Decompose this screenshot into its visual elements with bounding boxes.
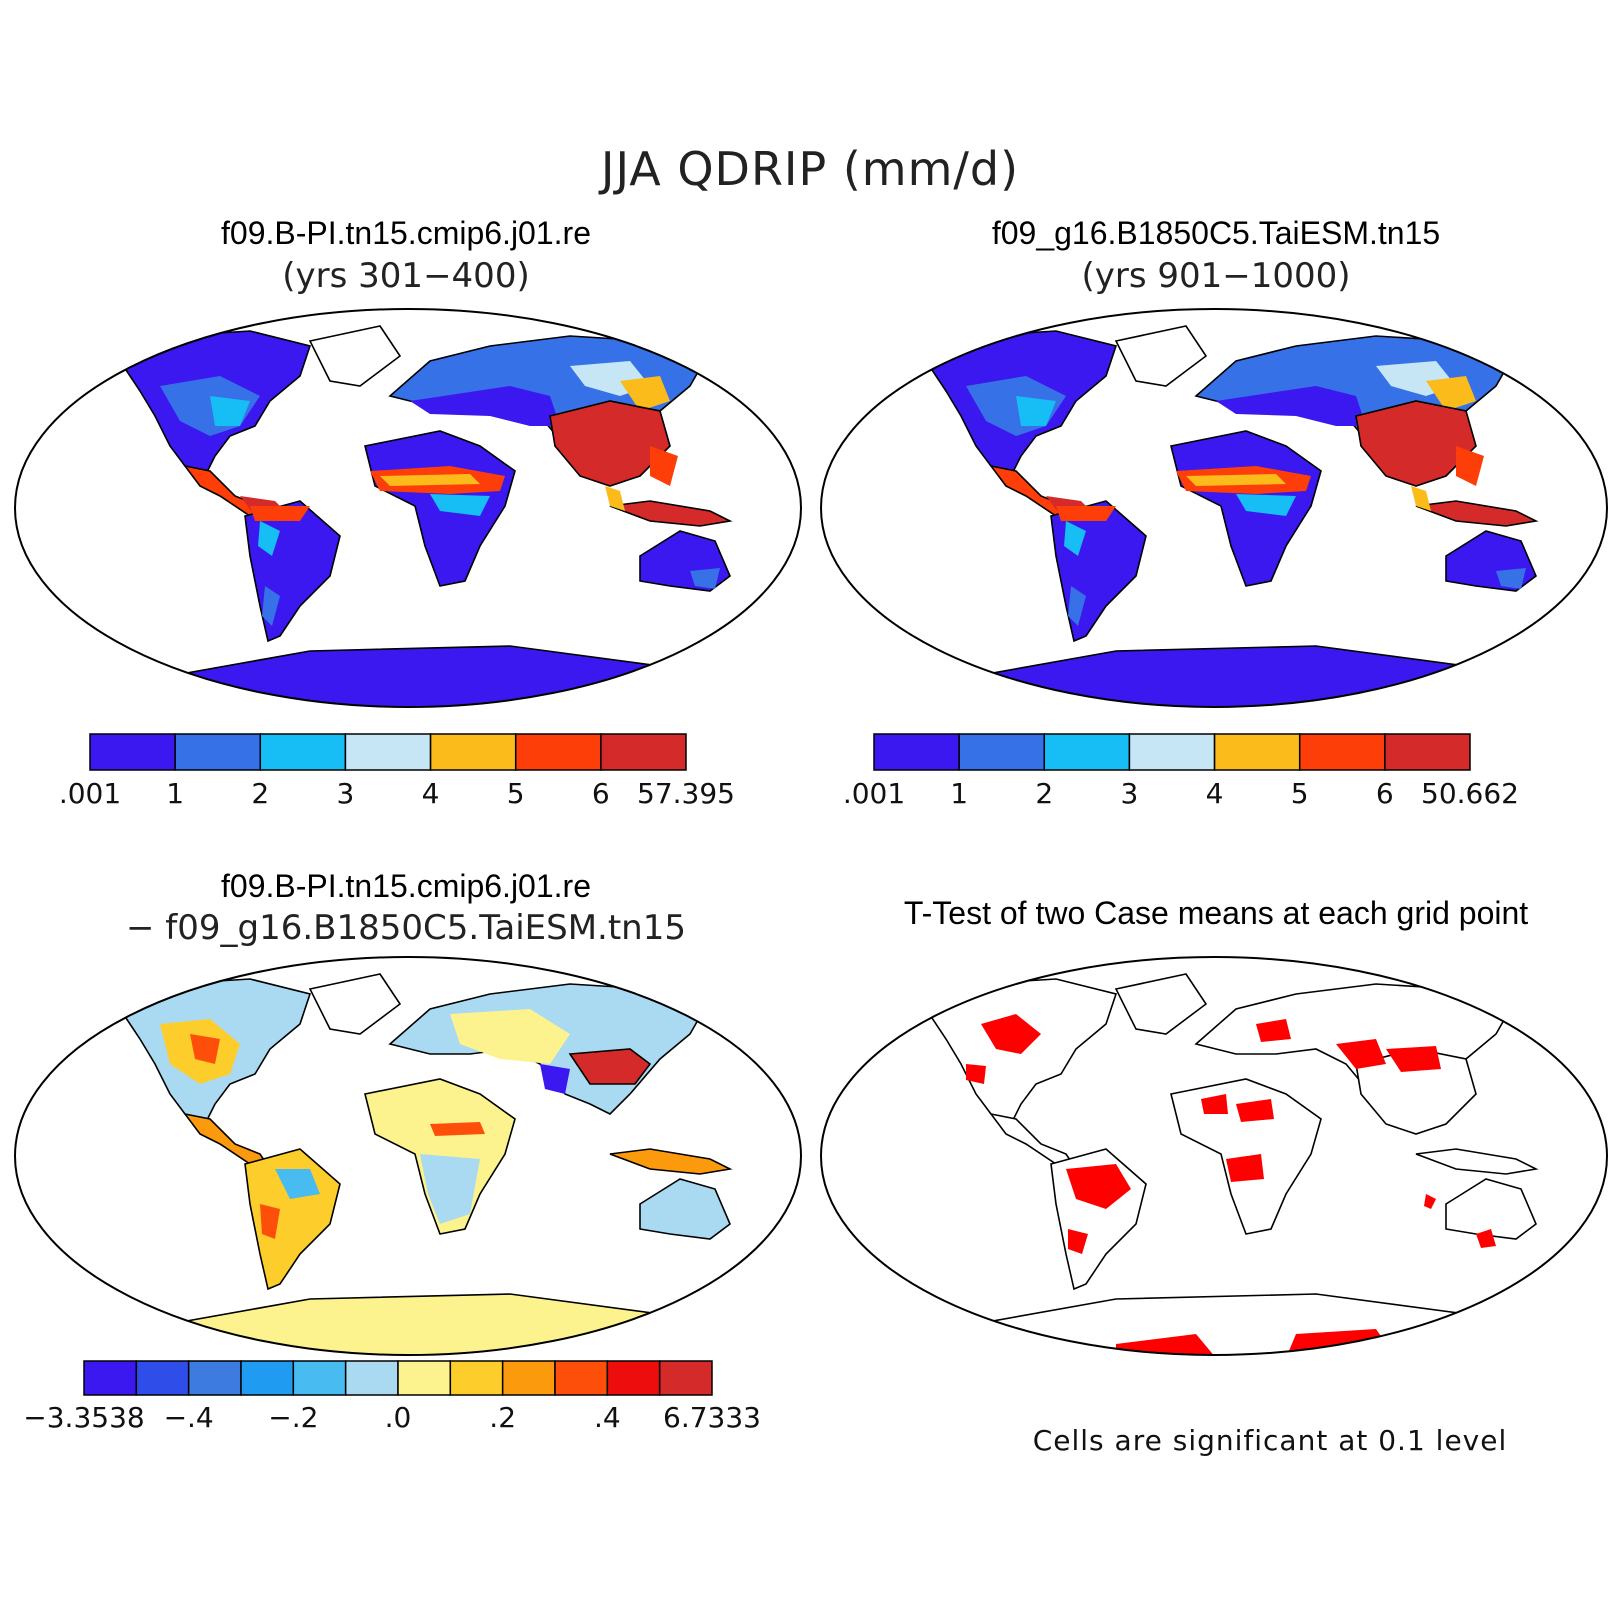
colorbar-diff [83, 1360, 713, 1396]
colorbar-diff-box-4 [292, 1360, 347, 1396]
colorbar-diff-box-8 [501, 1360, 556, 1396]
panel-case2-subtitle: (yrs 901−1000) [1081, 256, 1351, 296]
colorbar-case1-label-2: 2 [251, 777, 270, 810]
colorbar-diff-box-3 [240, 1360, 295, 1396]
colorbar-case2-label-2: 2 [1035, 777, 1054, 810]
colorbar-diff-box-0 [83, 1360, 138, 1396]
panel-case1-title: f09.B-PI.tn15.cmip6.j01.re [221, 215, 591, 251]
colorbar-case1 [89, 733, 687, 771]
significant-cells [966, 1014, 1496, 1355]
colorbar-case2-label-4: 4 [1205, 777, 1224, 810]
australia [1445, 1178, 1537, 1240]
maritime-continent [609, 500, 733, 527]
colorbar-case2-box-2 [1043, 733, 1131, 771]
south-east-asia [1355, 400, 1477, 487]
map-case2 [820, 308, 1608, 708]
map-case1 [14, 308, 802, 708]
map-diff [14, 956, 802, 1356]
colorbar-diff-labels: −3.3538 −.4 −.2 .0 .2 .4 6.7333 [23, 1401, 761, 1435]
colorbar-case2-box-6 [1384, 733, 1471, 771]
colorbar-case1-label-7: 57.395 [637, 777, 735, 810]
colorbar-diff-box-9 [554, 1360, 609, 1396]
maritime-continent [609, 1148, 733, 1175]
colorbar-case2-box-1 [958, 733, 1046, 771]
colorbar-diff-label-3: .0 [384, 1401, 412, 1434]
panel-case2-title: f09_g16.B1850C5.TaiESM.tn15 [991, 215, 1441, 251]
colorbar-diff-box-2 [187, 1360, 242, 1396]
colorbar-case2-box-4 [1213, 733, 1301, 771]
maritime-continent [1415, 500, 1539, 527]
colorbar-diff-label-5: .4 [593, 1401, 621, 1434]
colorbar-case1-box-6 [600, 733, 687, 771]
panel-diff-title: f09.B-PI.tn15.cmip6.j01.re [221, 868, 591, 904]
greenland [308, 973, 402, 1035]
colorbar-diff-label-2: −.2 [268, 1401, 319, 1434]
south-east-asia [549, 400, 671, 487]
colorbar-diff-box-5 [344, 1360, 399, 1396]
maritime-continent [1415, 1148, 1539, 1175]
greenland [1114, 973, 1208, 1035]
colorbar-diff-label-6: 6.7333 [663, 1401, 761, 1434]
colorbar-case2-label-1: 1 [950, 777, 969, 810]
colorbar-case2-label-7: 50.662 [1421, 777, 1519, 810]
colorbar-case1-label-0: .001 [58, 777, 122, 810]
australia [639, 1178, 731, 1240]
colorbar-diff-box-1 [135, 1360, 190, 1396]
colorbar-case2-label-3: 3 [1120, 777, 1139, 810]
colorbar-case2-label-0: .001 [842, 777, 906, 810]
colorbar-case1-box-2 [259, 733, 347, 771]
colorbar-case1-box-0 [89, 733, 176, 771]
panel-case1-subtitle: (yrs 301−400) [282, 256, 530, 296]
panel-diff-subtitle: − f09_g16.B1850C5.TaiESM.tn15 [126, 908, 686, 948]
colorbar-case1-box-3 [344, 733, 432, 771]
colorbar-diff-label-4: .2 [489, 1401, 517, 1434]
colorbar-case1-label-3: 3 [336, 777, 355, 810]
colorbar-case1-labels: .001 1 2 3 4 5 6 57.395 [59, 777, 735, 811]
colorbar-case2-box-3 [1128, 733, 1216, 771]
panel-ttest-title: T-Test of two Case means at each grid po… [903, 895, 1529, 931]
greenland [1114, 325, 1208, 387]
colorbar-case1-label-1: 1 [166, 777, 185, 810]
colorbar-case2-labels: .001 1 2 3 4 5 6 50.662 [843, 777, 1519, 811]
south-east-asia [568, 1048, 652, 1085]
colorbar-case1-box-5 [514, 733, 602, 771]
colorbar-case1-box-4 [429, 733, 517, 771]
colorbar-case2-box-0 [873, 733, 960, 771]
colorbar-case1-label-4: 4 [421, 777, 440, 810]
colorbar-diff-label-1: −.4 [163, 1401, 214, 1434]
colorbar-case2-box-5 [1298, 733, 1386, 771]
colorbar-case2 [873, 733, 1471, 771]
map-ttest [820, 956, 1608, 1356]
colorbar-case1-label-6: 6 [591, 777, 610, 810]
colorbar-case2-label-6: 6 [1375, 777, 1394, 810]
colorbar-diff-label-0: −3.3538 [23, 1401, 145, 1434]
colorbar-case2-label-5: 5 [1290, 777, 1309, 810]
colorbar-diff-box-7 [449, 1360, 504, 1396]
colorbar-diff-box-10 [606, 1360, 661, 1396]
colorbar-diff-box-11 [658, 1360, 713, 1396]
colorbar-case1-label-5: 5 [506, 777, 525, 810]
colorbar-case1-box-1 [174, 733, 262, 771]
figure-title: JJA QDRIP (mm/d) [600, 142, 1020, 196]
south-america [244, 1148, 341, 1291]
greenland [308, 325, 402, 387]
colorbar-diff-box-6 [397, 1360, 452, 1396]
significance-note: Cells are significant at 0.1 level [1032, 1424, 1508, 1457]
